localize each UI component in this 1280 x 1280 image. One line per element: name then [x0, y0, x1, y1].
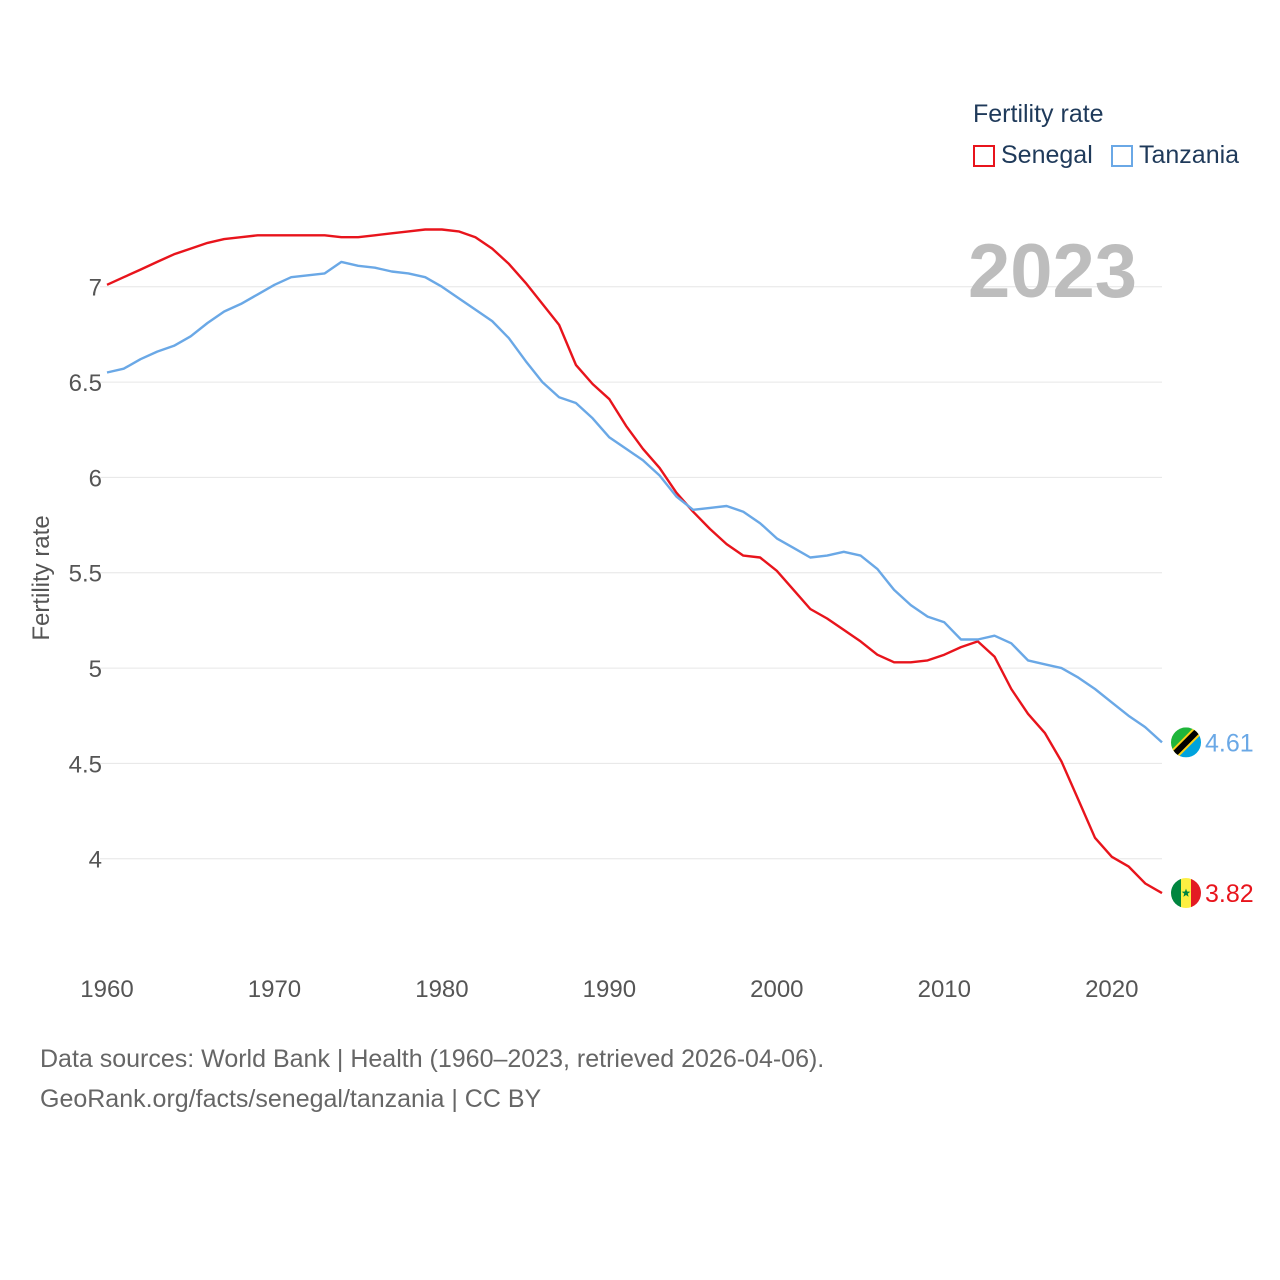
year-label: 2023 — [968, 229, 1138, 314]
tanzania-flag-icon — [1171, 727, 1201, 758]
end-value-label-senegal: 3.82 — [1205, 880, 1254, 908]
flag-body — [1171, 878, 1201, 909]
flag-stripe-green — [1171, 878, 1181, 909]
footer-source: Data sources: World Bank | Health (1960–… — [40, 1045, 825, 1073]
x-tick-label: 2000 — [750, 976, 803, 1003]
y-tick-label: 4 — [89, 847, 102, 874]
series-line-senegal — [106, 228, 1163, 895]
x-tick-label: 1970 — [248, 976, 301, 1003]
x-tick-label: 1960 — [80, 976, 133, 1003]
flag-band-black — [1171, 727, 1201, 758]
flag-star — [1181, 888, 1191, 897]
legend-label-senegal: Senegal — [1001, 141, 1093, 169]
footer-link[interactable]: GeoRank.org/facts/senegal/tanzania | CC … — [40, 1085, 542, 1113]
x-tick-label: 2010 — [918, 976, 971, 1003]
legend-item-senegal[interactable]: Senegal — [973, 141, 1093, 170]
flag-stripe-red — [1191, 878, 1201, 909]
y-tick-label: 4.5 — [69, 751, 102, 778]
y-axis-label: Fertility rate — [28, 515, 55, 641]
y-tick-label: 5 — [89, 656, 102, 683]
legend-label-tanzania: Tanzania — [1139, 141, 1240, 169]
legend-swatch-senegal — [973, 144, 995, 167]
series-line-tanzania — [106, 260, 1163, 744]
y-tick-label: 6.5 — [69, 370, 102, 397]
legend-swatch-tanzania — [1111, 144, 1133, 167]
flag-body — [1171, 727, 1201, 758]
senegal-flag-icon — [1171, 878, 1201, 909]
x-tick-label: 1990 — [583, 976, 636, 1003]
y-tick-label: 7 — [89, 275, 102, 302]
end-value-label-tanzania: 4.61 — [1205, 729, 1254, 757]
x-tick-label: 2020 — [1085, 976, 1138, 1003]
x-tick-label: 1980 — [415, 976, 468, 1003]
legend-item-tanzania[interactable]: Tanzania — [1111, 141, 1239, 170]
y-tick-label: 6 — [89, 465, 102, 492]
legend-title: Fertility rate — [973, 100, 1104, 128]
y-tick-label: 5.5 — [69, 561, 102, 588]
